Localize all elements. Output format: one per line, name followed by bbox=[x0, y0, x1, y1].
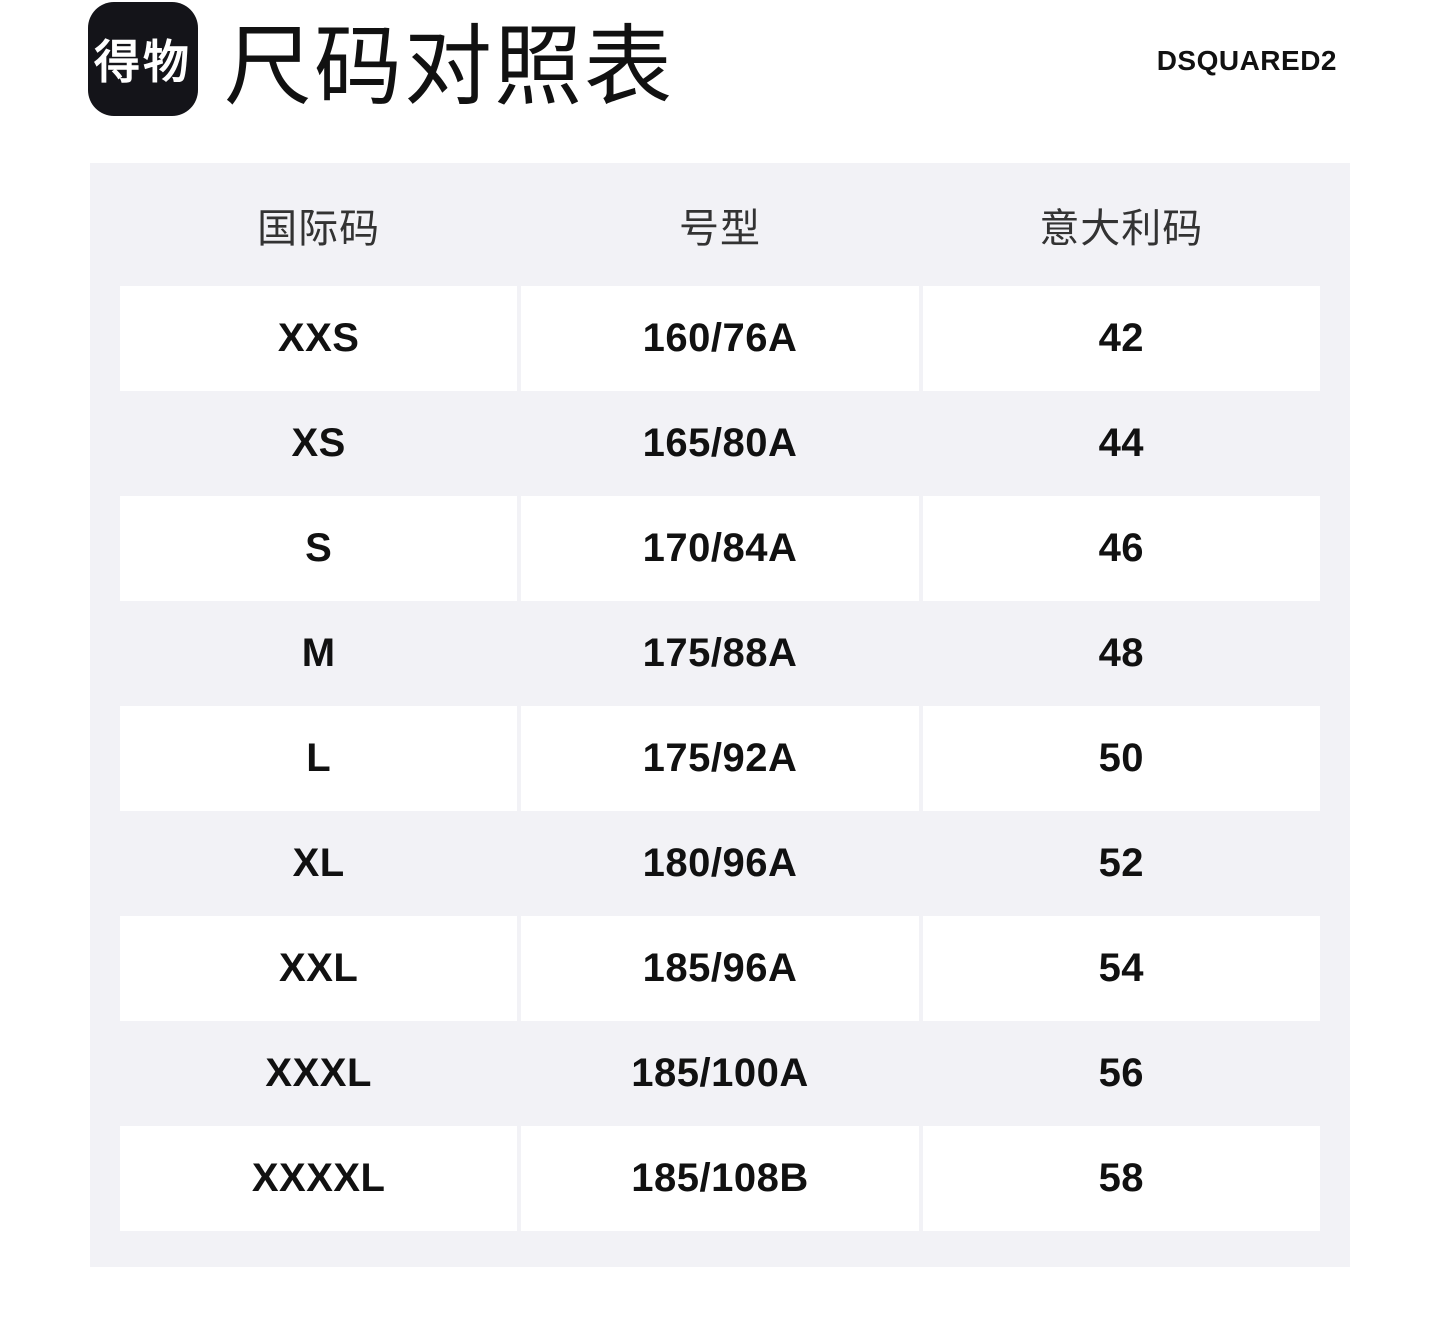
dewu-logo: 得物 bbox=[88, 2, 198, 116]
column-header-intl-size: 国际码 bbox=[257, 206, 381, 251]
dewu-logo-text: 得物 bbox=[94, 36, 192, 88]
cell-model: 180/96A bbox=[642, 841, 798, 885]
cell-model: 185/100A bbox=[631, 1051, 809, 1095]
cell-model: 170/84A bbox=[521, 496, 919, 601]
brand-name: DSQUARED2 bbox=[1156, 45, 1337, 76]
column-header-model: 号型 bbox=[678, 206, 761, 251]
cell-italy-size: 56 bbox=[1098, 1051, 1145, 1095]
table-row: S 170/84A 46 bbox=[120, 496, 1320, 601]
cell-italy-size: 54 bbox=[922, 916, 1320, 1021]
cell-intl-size: XS bbox=[291, 421, 346, 465]
cell-model: 175/88A bbox=[642, 631, 798, 675]
cell-model: 175/92A bbox=[521, 706, 919, 811]
cell-intl-size: XXS bbox=[120, 286, 518, 391]
cell-intl-size: S bbox=[120, 496, 518, 601]
table-row: XL 180/96A 52 bbox=[120, 811, 1320, 916]
table-header-row: 国际码 号型 意大利码 bbox=[120, 163, 1320, 286]
cell-intl-size: XL bbox=[292, 841, 345, 885]
cell-model: 185/108B bbox=[521, 1126, 919, 1231]
cell-intl-size: M bbox=[301, 631, 336, 675]
cell-model: 160/76A bbox=[521, 286, 919, 391]
table-row: L 175/92A 50 bbox=[120, 706, 1320, 811]
page-header: 得物 尺码对照表 DSQUARED2 bbox=[0, 0, 1443, 163]
table-row: M 175/88A 48 bbox=[120, 601, 1320, 706]
cell-italy-size: 50 bbox=[922, 706, 1320, 811]
page-title: 尺码对照表 bbox=[224, 17, 675, 116]
table-row: XXXL 185/100A 56 bbox=[120, 1021, 1320, 1126]
cell-italy-size: 58 bbox=[922, 1126, 1320, 1231]
cell-italy-size: 42 bbox=[922, 286, 1320, 391]
cell-model: 165/80A bbox=[642, 421, 798, 465]
table-row: XXXXL 185/108B 58 bbox=[120, 1126, 1320, 1231]
table-row: XXL 185/96A 54 bbox=[120, 916, 1320, 1021]
cell-intl-size: XXXXL bbox=[120, 1126, 518, 1231]
cell-italy-size: 48 bbox=[1098, 631, 1145, 675]
cell-intl-size: XXL bbox=[120, 916, 518, 1021]
table-row: XXS 160/76A 42 bbox=[120, 286, 1320, 391]
cell-model: 185/96A bbox=[521, 916, 919, 1021]
cell-italy-size: 46 bbox=[922, 496, 1320, 601]
size-chart-card: 国际码 号型 意大利码 XXS 160/76A 42 XS 165/80A 44… bbox=[90, 163, 1350, 1267]
cell-italy-size: 44 bbox=[1098, 421, 1145, 465]
column-header-italy-size: 意大利码 bbox=[1039, 206, 1204, 251]
cell-italy-size: 52 bbox=[1098, 841, 1145, 885]
cell-intl-size: XXXL bbox=[265, 1051, 372, 1095]
table-row: XS 165/80A 44 bbox=[120, 391, 1320, 496]
cell-intl-size: L bbox=[120, 706, 518, 811]
